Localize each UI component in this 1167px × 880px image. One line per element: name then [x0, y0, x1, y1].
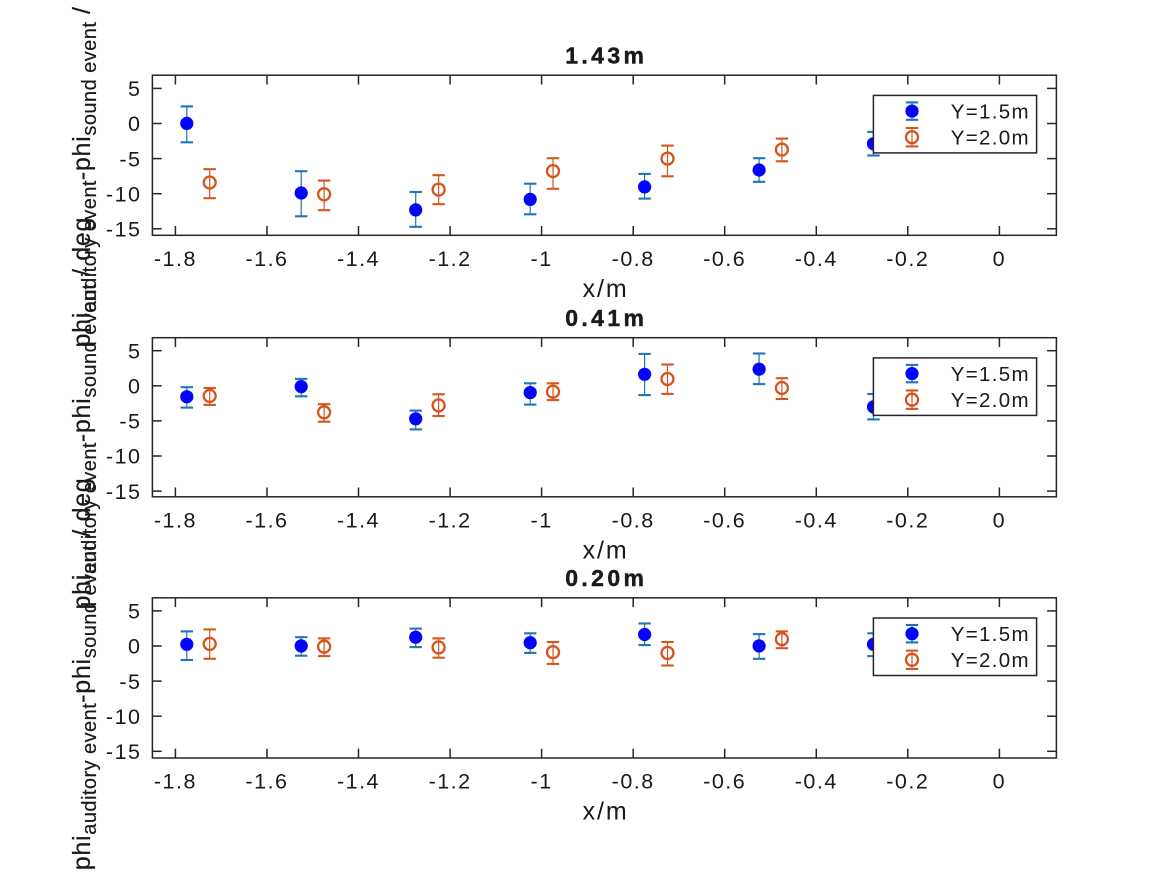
svg-text:-1.4: -1.4 — [337, 508, 380, 532]
svg-text:-1.8: -1.8 — [154, 508, 197, 532]
svg-text:-15: -15 — [106, 740, 142, 764]
svg-text:-0.6: -0.6 — [703, 247, 746, 271]
svg-text:0.20m: 0.20m — [565, 565, 647, 591]
svg-text:-0.8: -0.8 — [612, 247, 655, 271]
svg-text:-1.8: -1.8 — [154, 247, 197, 271]
svg-text:-1.6: -1.6 — [245, 247, 288, 271]
svg-text:-0.4: -0.4 — [795, 508, 838, 532]
svg-text:-1.2: -1.2 — [429, 508, 472, 532]
svg-text:0: 0 — [128, 375, 141, 399]
svg-text:-0.2: -0.2 — [886, 247, 929, 271]
svg-text:-5: -5 — [119, 670, 141, 694]
svg-text:-10: -10 — [106, 182, 142, 206]
svg-text:-1.6: -1.6 — [245, 770, 288, 794]
svg-text:-15: -15 — [106, 218, 142, 242]
svg-text:-1.6: -1.6 — [245, 508, 288, 532]
svg-text:-10: -10 — [106, 445, 142, 469]
svg-text:x/m: x/m — [583, 537, 629, 565]
svg-text:-0.2: -0.2 — [886, 770, 929, 794]
svg-text:-1.8: -1.8 — [154, 770, 197, 794]
svg-text:Y=2.0m: Y=2.0m — [951, 127, 1030, 150]
svg-text:5: 5 — [128, 600, 141, 624]
svg-text:-0.8: -0.8 — [612, 508, 655, 532]
svg-text:0: 0 — [993, 508, 1006, 532]
svg-text:0: 0 — [993, 770, 1006, 794]
svg-text:-1.2: -1.2 — [429, 247, 472, 271]
svg-text:Y=1.5m: Y=1.5m — [951, 623, 1030, 646]
svg-text:-1: -1 — [531, 508, 553, 532]
svg-text:-0.8: -0.8 — [612, 770, 655, 794]
svg-text:-1: -1 — [531, 770, 553, 794]
svg-text:5: 5 — [128, 77, 141, 101]
svg-text:-1.2: -1.2 — [429, 770, 472, 794]
svg-text:-0.6: -0.6 — [703, 508, 746, 532]
svg-text:Y=2.0m: Y=2.0m — [951, 389, 1030, 412]
svg-text:-1: -1 — [531, 247, 553, 271]
svg-text:-5: -5 — [119, 410, 141, 434]
svg-text:-5: -5 — [119, 147, 141, 171]
svg-text:Y=1.5m: Y=1.5m — [951, 363, 1030, 386]
svg-text:Y=2.0m: Y=2.0m — [951, 649, 1030, 672]
svg-text:x/m: x/m — [583, 798, 629, 826]
svg-text:0: 0 — [128, 112, 141, 136]
svg-text:0: 0 — [128, 635, 141, 659]
svg-text:-0.4: -0.4 — [795, 770, 838, 794]
svg-text:Y=1.5m: Y=1.5m — [951, 100, 1030, 123]
svg-text:-1.4: -1.4 — [337, 247, 380, 271]
svg-text:-1.4: -1.4 — [337, 770, 380, 794]
svg-text:-0.4: -0.4 — [795, 247, 838, 271]
svg-text:1.43m: 1.43m — [565, 43, 647, 69]
svg-text:phiauditory event-phisound eve: phiauditory event-phisound event / deg — [68, 0, 101, 347]
svg-text:-0.2: -0.2 — [886, 508, 929, 532]
svg-text:0: 0 — [993, 247, 1006, 271]
svg-text:0.41m: 0.41m — [565, 305, 647, 331]
svg-text:5: 5 — [128, 339, 141, 363]
svg-text:-0.6: -0.6 — [703, 770, 746, 794]
svg-text:-10: -10 — [106, 705, 142, 729]
svg-text:-15: -15 — [106, 480, 142, 504]
svg-text:x/m: x/m — [583, 275, 629, 303]
